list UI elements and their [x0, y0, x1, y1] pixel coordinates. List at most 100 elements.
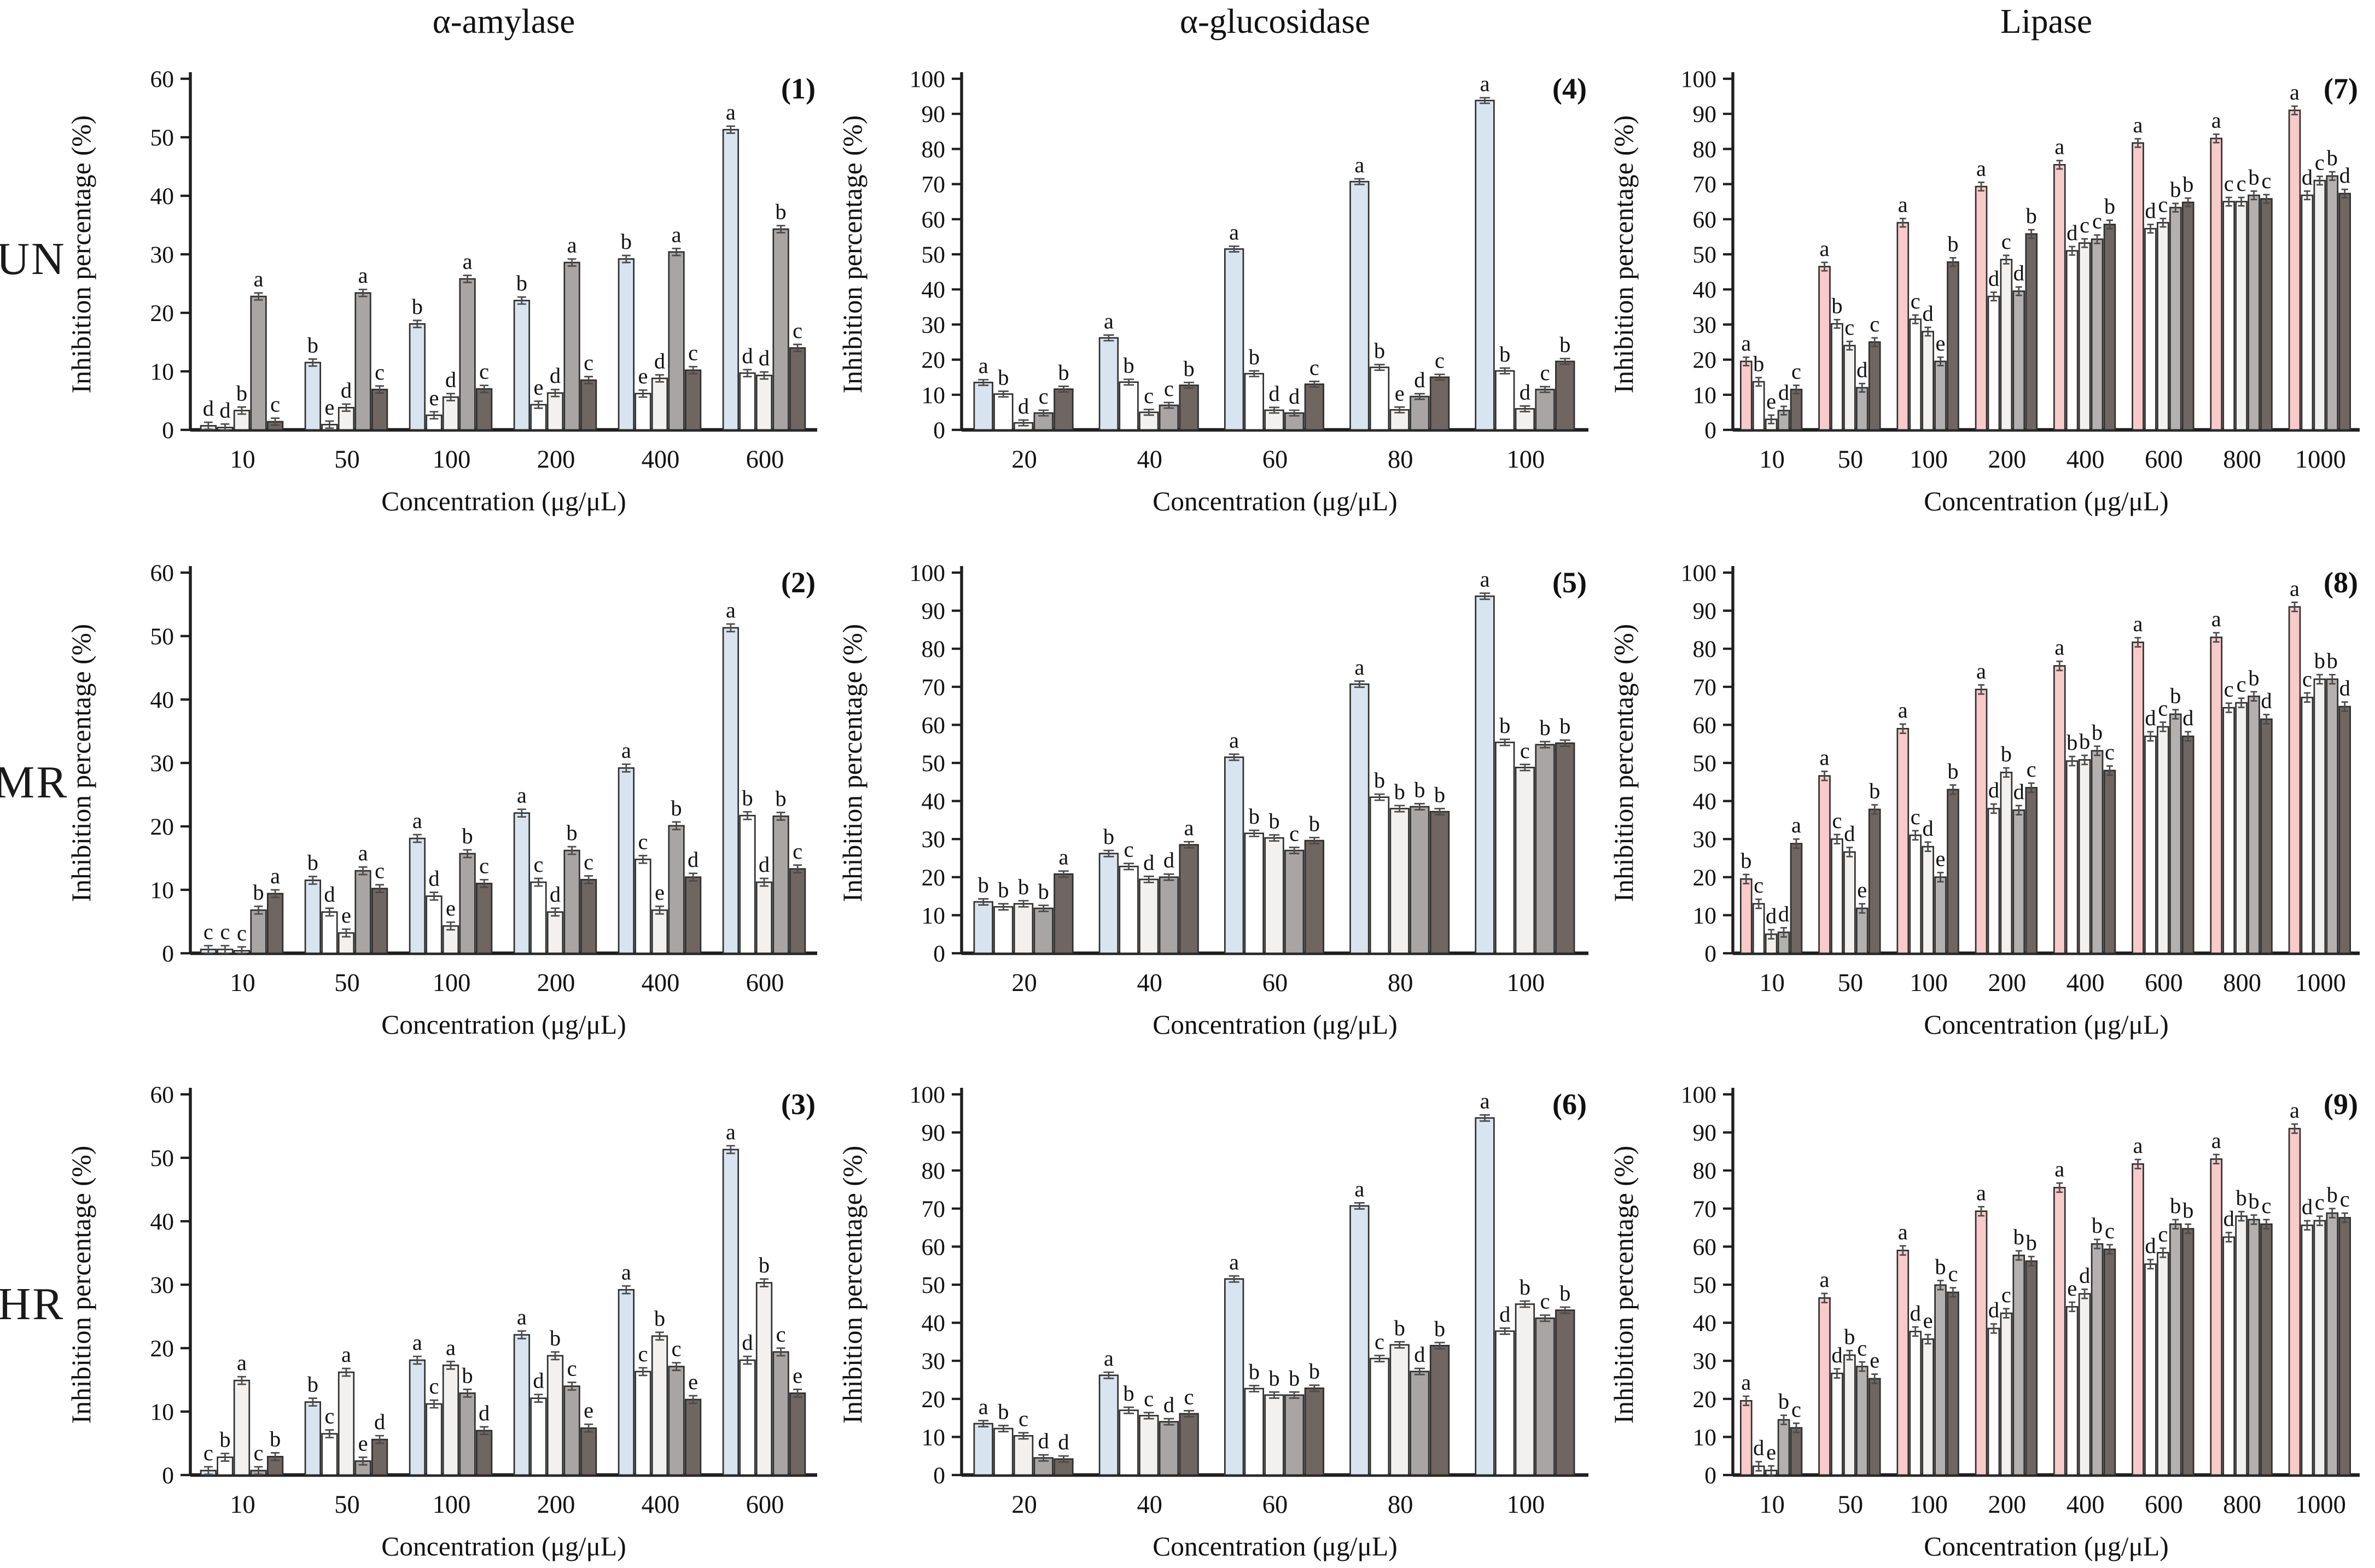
error-bar	[1414, 802, 1425, 810]
sig-letter: e	[324, 395, 334, 419]
error-bar	[1143, 1412, 1154, 1420]
error-bar	[1434, 1342, 1445, 1350]
bar-series-5	[684, 1398, 702, 1476]
sig-letter: c	[2025, 756, 2035, 781]
bar-series-1	[973, 381, 993, 431]
bar-series-5	[1053, 388, 1073, 431]
x-axis-title: Concentration (μg/μL)	[1152, 1531, 1398, 1561]
error-bar	[375, 883, 385, 893]
sig-letter: d	[2012, 261, 2023, 285]
error-bar	[220, 944, 230, 953]
row-label-cell-un: UN	[0, 0, 65, 523]
error-bar	[655, 905, 664, 914]
error-bar	[1143, 875, 1154, 883]
error-bar	[1559, 738, 1570, 747]
bar-series-5	[1789, 842, 1802, 953]
sig-letter: b	[307, 333, 318, 358]
error-bar	[2146, 224, 2153, 234]
error-bar	[726, 125, 735, 134]
y-axis-title: Inhibition percentage (%)	[837, 1146, 867, 1424]
x-tick-label: 50	[334, 1491, 360, 1519]
sig-letter: b	[1947, 758, 1958, 783]
error-bar	[1858, 382, 1865, 393]
bar-series-2	[530, 881, 547, 953]
error-bar	[638, 389, 648, 398]
sig-letter: b	[759, 1253, 770, 1278]
bar-series-2	[1830, 323, 1843, 431]
sig-letter: b	[2313, 648, 2324, 672]
bar-series-1	[973, 1423, 993, 1476]
error-bar	[271, 417, 280, 426]
error-bar	[1354, 1202, 1365, 1210]
bar-series-1	[409, 837, 426, 953]
error-bar	[237, 945, 246, 953]
sig-letter: b	[2091, 1213, 2102, 1238]
sig-letter: c	[2157, 695, 2167, 720]
sig-letter: b	[1414, 777, 1425, 801]
sig-letter: c	[220, 919, 230, 943]
sig-letter: e	[1869, 1348, 1879, 1373]
x-tick-label: 10	[1759, 1491, 1784, 1519]
error-bar	[551, 388, 560, 398]
bar-series-5	[371, 1438, 388, 1476]
error-bar	[463, 275, 472, 283]
sig-letter: b	[2169, 177, 2180, 202]
sig-letter: b	[1248, 345, 1259, 369]
bar-series-1	[2130, 640, 2144, 953]
error-bar	[1228, 245, 1239, 253]
sig-letter: d	[1519, 380, 1530, 404]
sig-letter: c	[2104, 1219, 2114, 1243]
error-bar	[2212, 1153, 2219, 1165]
sig-letter: b	[2326, 145, 2337, 170]
row-label-un: UN	[0, 235, 66, 286]
error-bar	[2184, 730, 2191, 741]
bar-series-1	[1817, 1297, 1830, 1476]
error-bar	[2093, 1239, 2100, 1250]
error-bar	[1183, 381, 1194, 389]
sig-letter: b	[1519, 1275, 1530, 1299]
x-tick-label: 200	[537, 446, 575, 474]
x-tick-label: 600	[746, 446, 784, 474]
bar-series-4	[2168, 1223, 2181, 1476]
sig-letter: d	[1922, 301, 1932, 326]
error-bar	[1989, 802, 1996, 813]
bar-series-2	[2065, 759, 2078, 953]
error-bar	[567, 845, 577, 855]
sig-letter: c	[2157, 193, 2167, 217]
sig-letter: c	[2001, 229, 2011, 254]
error-bar	[1754, 376, 1761, 387]
bar-series-1	[2287, 109, 2300, 431]
x-tick-label: 200	[537, 969, 575, 996]
sig-letter: a	[2054, 1157, 2064, 1181]
sig-letter: a	[358, 263, 368, 288]
sig-letter: e	[446, 895, 456, 920]
sig-letter: d	[742, 1330, 753, 1355]
bar-series-3	[1138, 878, 1159, 953]
bar-series-3	[755, 375, 773, 431]
bar-series-1	[722, 129, 740, 431]
x-tick-label: 100	[433, 1491, 471, 1519]
error-bar	[1767, 1465, 1774, 1476]
bar-series-4	[354, 292, 371, 431]
sig-letter: c	[1374, 1330, 1384, 1354]
error-bar	[1519, 405, 1530, 412]
bar-series-4	[2090, 1243, 2103, 1476]
x-tick-label: 1000	[2295, 1491, 2345, 1519]
error-bar	[534, 400, 543, 409]
error-bar	[2159, 720, 2166, 732]
y-tick-label: 0	[933, 940, 945, 966]
error-bar	[2134, 138, 2141, 148]
bar-series-4	[1159, 1421, 1179, 1476]
bar-series-3	[1515, 1303, 1535, 1476]
row-label-hr: HR	[0, 1280, 65, 1332]
x-tick-label: 40	[1137, 1491, 1162, 1519]
sig-letter: a	[672, 222, 682, 247]
x-tick-label: 600	[746, 1491, 784, 1519]
error-bar	[1434, 807, 1445, 815]
bar-series-4	[2246, 695, 2260, 953]
y-axis-title: Inhibition percentage (%)	[837, 623, 867, 901]
y-tick-label: 0	[1704, 940, 1716, 966]
error-bar	[308, 1397, 317, 1407]
bar-series-2	[1243, 832, 1264, 953]
